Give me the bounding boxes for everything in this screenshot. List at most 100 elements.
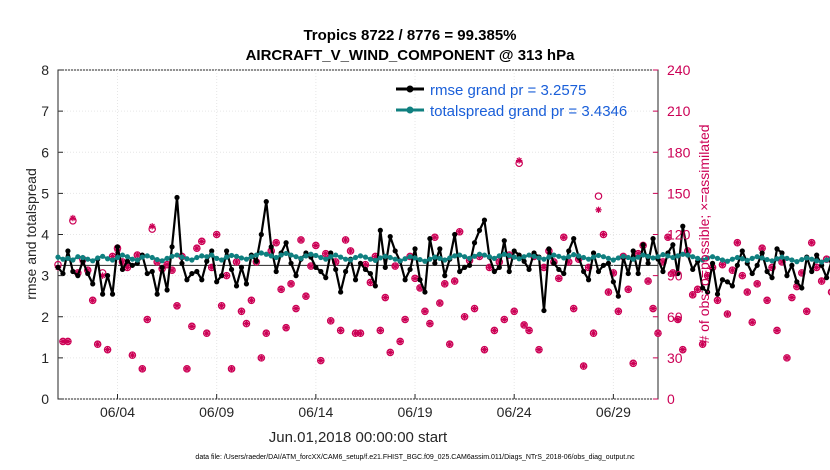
rmse-marker [273,268,279,275]
spread-marker [159,258,165,264]
rmse-marker [650,236,656,242]
rmse-marker [189,270,195,277]
obs-assimilated-marker [367,279,374,286]
spread-marker [526,252,532,258]
rmse-marker [60,270,66,277]
obs-assimilated-marker [753,280,761,288]
rmse-marker [323,275,329,281]
spread-marker [719,257,726,263]
rmse-marker [640,242,646,248]
obs-assimilated-marker [679,346,686,353]
obs-assimilated-marker [481,346,488,353]
obs-assimilated-marker [173,302,181,309]
rmse-marker [318,268,324,275]
spread-marker [154,256,160,263]
obs-assimilated-marker [768,264,776,271]
rmse-marker [581,268,587,275]
rmse-marker [724,279,731,285]
obs-assimilated-marker [783,354,791,362]
rmse-marker [799,285,805,291]
rmse-marker [149,268,155,275]
y2-tick-label: 0 [667,391,675,407]
rmse-marker [219,273,225,279]
obs-assimilated-marker [649,305,657,312]
spread-marker [199,253,205,259]
spread-marker [581,254,587,261]
y-tick-label: 0 [41,391,49,407]
obs-assimilated-marker [704,272,711,279]
spread-marker [734,254,740,261]
legend-rmse-label: rmse grand pr = 3.2575 [430,82,586,99]
rmse-marker [75,273,81,279]
rmse-marker [739,248,745,254]
obs-assimilated-marker [615,308,622,315]
obs-assimilated-marker [744,288,751,296]
spread-marker [491,255,497,261]
obs-assimilated-marker [808,239,815,246]
rmse-marker [675,270,681,277]
obs-assimilated-marker [491,327,498,334]
rmse-marker [233,283,240,289]
spread-marker [204,254,210,260]
y2-tick-label: 30 [667,350,683,366]
spread-marker [809,256,815,262]
obs-assimilated-marker [426,320,434,327]
spread-marker [739,256,745,262]
obs-assimilated-marker [168,266,176,274]
spread-marker [536,255,542,261]
obs-assimilated-marker [307,262,315,270]
obs-assimilated-marker [630,360,637,367]
spread-marker [600,254,607,260]
obs-assimilated-marker [109,253,116,260]
obs-assimilated-marker [183,365,191,373]
y2-tick-label: 150 [667,185,691,201]
rmse-marker [571,236,577,242]
spread-marker [655,254,661,260]
rmse-marker [90,281,96,287]
obs-assimilated-marker [277,286,285,293]
rmse-marker [352,277,359,283]
obs-assimilated-marker [659,258,667,266]
y-tick-label: 5 [41,185,49,201]
spread-marker [179,254,185,260]
obs-assimilated-marker [188,323,196,330]
spread-marker [576,253,582,259]
rmse-marker [174,194,180,201]
spread-marker [303,253,309,259]
obs-assimilated-marker [387,349,394,356]
obs-assimilated-marker [674,316,682,323]
rmse-marker [362,266,369,273]
rmse-marker [169,244,175,250]
spread-marker [352,254,359,261]
legend-rmse-marker [406,85,414,93]
obs-assimilated-marker [763,297,771,304]
spread-marker [323,256,329,262]
spread-marker [60,256,66,262]
y2-tick-label: 240 [667,62,691,78]
rmse-marker [70,268,76,275]
obs-assimilated-marker [798,269,806,277]
obs-assimilated-marker [778,258,786,266]
obs-assimilated-marker [69,214,77,222]
spread-marker [590,254,597,260]
rmse-marker [422,289,428,295]
spread-marker [714,255,721,261]
obs-assimilated-marker [431,234,439,241]
spread-marker [516,256,522,262]
rmse-marker [432,260,438,266]
spread-marker [447,255,453,261]
rmse-marker [660,268,666,275]
rmse-marker [670,242,676,248]
rmse-marker [343,268,349,275]
spread-marker [343,256,349,262]
y2-tick-label: 60 [667,309,683,325]
obs-assimilated-marker [218,302,225,309]
spread-marker [476,251,483,257]
spread-marker [293,254,299,260]
spread-marker [680,251,686,257]
rmse-marker [645,260,651,266]
spread-marker [521,254,527,260]
spread-marker [432,254,438,260]
spread-marker [114,254,121,261]
